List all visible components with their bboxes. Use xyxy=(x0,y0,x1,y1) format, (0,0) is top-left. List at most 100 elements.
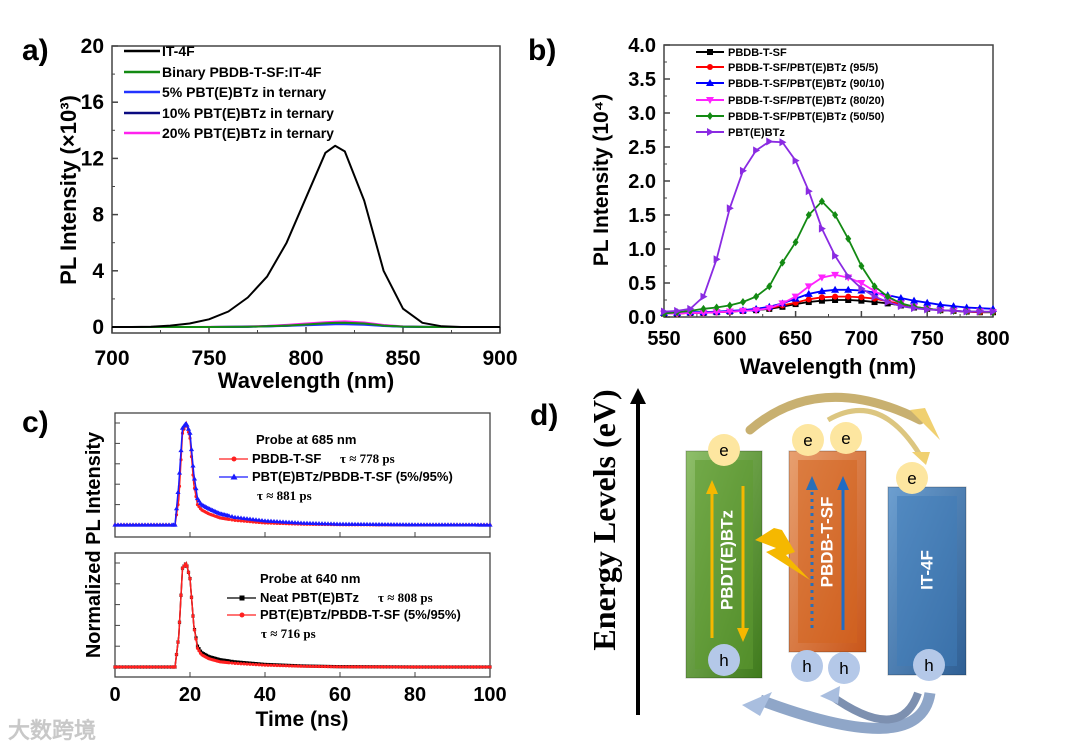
legend-label: PBT(E)BTz xyxy=(728,127,785,139)
data-point xyxy=(176,640,180,644)
data-point xyxy=(923,298,932,306)
x-tick-label: 20 xyxy=(179,684,201,706)
data-point xyxy=(739,166,747,175)
plot-frame xyxy=(114,552,491,678)
data-point xyxy=(134,665,138,669)
data-point xyxy=(233,518,237,523)
data-point xyxy=(467,665,471,669)
data-point xyxy=(242,662,246,666)
data-point xyxy=(164,665,168,669)
data-point xyxy=(725,308,734,316)
x-tick-label: 800 xyxy=(976,328,1009,350)
y-axis-title: PL Intensity (×10³) xyxy=(56,95,81,285)
data-point xyxy=(410,665,414,669)
data-point xyxy=(236,519,240,523)
data-point xyxy=(189,595,194,599)
panel-d: d) Energy Levels (eV) PBDT(E)BTz PBDB-T-SF I… xyxy=(530,388,967,734)
data-point xyxy=(470,665,474,669)
data-point xyxy=(446,665,450,669)
data-point xyxy=(674,306,682,315)
data-point xyxy=(245,662,249,666)
y-tick-label: 16 xyxy=(81,91,104,114)
data-point xyxy=(464,665,468,669)
data-point xyxy=(317,664,321,669)
x-tick-label: 900 xyxy=(482,347,517,370)
plot-frame xyxy=(114,412,491,538)
data-point xyxy=(113,665,117,669)
data-point xyxy=(949,302,958,310)
data-point xyxy=(753,146,761,155)
data-point xyxy=(395,665,399,669)
arrow-head-icon xyxy=(820,686,840,704)
legend-label: 5% PBT(E)BTz in ternary xyxy=(162,84,326,100)
data-point xyxy=(152,665,156,669)
data-point xyxy=(347,665,351,669)
data-point xyxy=(449,665,453,669)
x-tick-label: 750 xyxy=(191,347,226,370)
x-tick-label: 750 xyxy=(911,328,944,350)
data-point xyxy=(431,665,435,669)
legend-marker xyxy=(707,64,713,70)
data-point xyxy=(230,518,234,522)
panel-label: a) xyxy=(22,34,49,67)
legend-label: 10% PBT(E)BTz in ternary xyxy=(162,105,334,121)
data-point xyxy=(950,306,958,315)
data-point xyxy=(911,304,919,313)
hole-label: h xyxy=(802,657,811,676)
data-point xyxy=(158,665,162,669)
data-point xyxy=(290,664,294,668)
data-point xyxy=(479,665,483,669)
y-tick-label: 12 xyxy=(81,147,104,170)
data-point xyxy=(341,665,345,669)
data-point xyxy=(185,564,189,568)
data-point xyxy=(422,665,426,669)
data-point xyxy=(792,238,799,247)
data-point xyxy=(832,211,839,219)
y-tick-label: 2.5 xyxy=(628,137,656,159)
probe-label: Probe at 685 nm xyxy=(256,432,356,447)
y-tick-label: 3.0 xyxy=(628,103,656,125)
data-point xyxy=(461,665,465,669)
data-point xyxy=(482,665,486,669)
legend-label: PBDB-T-SF/PBT(E)BTz (50/50) xyxy=(728,111,885,123)
data-point xyxy=(177,620,182,624)
data-point xyxy=(990,307,997,316)
data-point xyxy=(230,659,234,663)
data-point xyxy=(700,304,707,313)
probe-label: Probe at 640 nm xyxy=(260,571,360,586)
legend-marker xyxy=(707,112,713,120)
energy-axis-label: Energy Levels (eV) xyxy=(586,389,622,650)
y-tick-label: 0.5 xyxy=(628,273,656,295)
data-point xyxy=(831,285,840,293)
data-point xyxy=(172,522,178,527)
data-point xyxy=(473,665,477,669)
x-axis-title: Wavelength (nm) xyxy=(218,368,394,393)
x-tick-label: 700 xyxy=(845,328,878,350)
electron-icon xyxy=(896,462,928,494)
data-point xyxy=(778,300,787,308)
data-point xyxy=(184,422,190,427)
data-point xyxy=(416,665,420,669)
data-point xyxy=(488,665,492,669)
data-point xyxy=(197,649,201,653)
hole-transfer-arrow xyxy=(758,691,936,734)
x-tick-label: 700 xyxy=(94,347,129,370)
arrow-head-icon xyxy=(742,692,772,716)
legend-label: PBT(E)BTz/PBDB-T-SF (5%/95%) xyxy=(252,469,453,484)
data-point xyxy=(140,665,144,669)
data-point xyxy=(176,470,183,475)
data-point xyxy=(125,665,129,669)
data-point xyxy=(251,662,255,667)
panel-c: c) Probe at 685 nm PBDB-T-SF τ ≈ 778 ps PBT(… xyxy=(22,406,507,731)
data-point xyxy=(296,664,300,668)
data-point xyxy=(284,664,288,668)
data-point xyxy=(765,305,774,313)
data-point xyxy=(254,662,258,667)
data-point xyxy=(857,280,866,287)
data-point xyxy=(739,298,746,307)
legend-marker xyxy=(707,128,714,136)
data-point xyxy=(119,665,123,669)
series-line-5 xyxy=(663,140,993,313)
data-point xyxy=(137,665,141,669)
data-point xyxy=(149,665,153,669)
